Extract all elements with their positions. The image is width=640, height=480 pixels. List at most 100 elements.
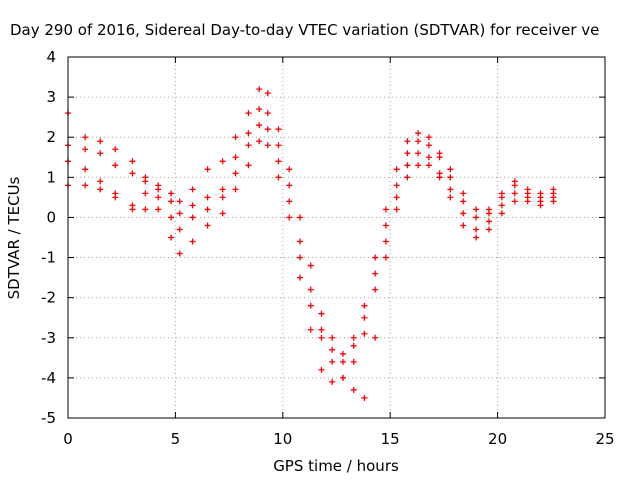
data-point — [232, 154, 239, 161]
data-point — [275, 158, 282, 165]
data-point — [350, 342, 357, 349]
data-point — [245, 110, 252, 117]
x-tick-label: 0 — [63, 430, 73, 448]
y-tick-label: 0 — [46, 208, 56, 226]
y-axis-title: SDTVAR / TECUs — [5, 176, 23, 299]
data-point — [97, 186, 104, 193]
x-tick-label: 25 — [595, 430, 614, 448]
data-point — [176, 210, 183, 217]
data-point — [264, 142, 271, 149]
data-point — [350, 358, 357, 365]
data-point — [142, 206, 149, 213]
data-point — [329, 346, 336, 353]
data-point — [498, 202, 505, 209]
data-point — [275, 142, 282, 149]
data-point — [275, 174, 282, 181]
data-point — [155, 194, 162, 201]
data-point — [286, 214, 293, 221]
data-point — [82, 134, 89, 141]
data-point — [296, 254, 303, 261]
data-point — [524, 198, 531, 205]
data-point — [307, 302, 314, 309]
data-point — [393, 182, 400, 189]
data-point — [382, 222, 389, 229]
y-tick-label: -2 — [41, 289, 56, 307]
data-point — [393, 194, 400, 201]
data-point — [382, 238, 389, 245]
data-point — [382, 254, 389, 261]
data-point — [393, 206, 400, 213]
data-point — [142, 178, 149, 185]
data-point — [436, 174, 443, 181]
data-point — [307, 262, 314, 269]
data-point — [176, 198, 183, 205]
data-point — [189, 186, 196, 193]
data-point — [436, 154, 443, 161]
grid-lines — [68, 57, 605, 418]
data-point — [204, 206, 211, 213]
data-point — [339, 374, 346, 381]
data-point — [425, 134, 432, 141]
data-point — [155, 206, 162, 213]
data-point — [473, 234, 480, 241]
y-tick-label: 2 — [46, 128, 56, 146]
data-point — [511, 190, 518, 197]
data-point — [404, 174, 411, 181]
data-point — [129, 206, 136, 213]
plot-frame — [67, 56, 606, 419]
data-point — [219, 194, 226, 201]
data-points — [65, 86, 557, 401]
data-point — [286, 182, 293, 189]
data-point — [176, 226, 183, 233]
data-point — [460, 198, 467, 205]
data-point — [82, 182, 89, 189]
data-point — [204, 166, 211, 173]
data-point — [447, 194, 454, 201]
data-point — [97, 138, 104, 145]
data-point — [129, 158, 136, 165]
data-point — [318, 334, 325, 341]
data-point — [318, 310, 325, 317]
data-point — [307, 286, 314, 293]
data-point — [307, 326, 314, 333]
y-tick-label: -3 — [41, 329, 56, 347]
data-point — [415, 150, 422, 157]
data-point — [498, 210, 505, 217]
data-point — [361, 314, 368, 321]
data-point — [329, 378, 336, 385]
data-point — [168, 190, 175, 197]
data-point — [339, 350, 346, 357]
y-tick-label: -5 — [41, 409, 56, 427]
data-point — [404, 162, 411, 169]
data-point — [112, 162, 119, 169]
data-point — [382, 206, 389, 213]
data-point — [361, 330, 368, 337]
series-3 — [65, 122, 557, 381]
data-point — [286, 166, 293, 173]
data-point — [82, 166, 89, 173]
data-point — [339, 358, 346, 365]
data-point — [447, 174, 454, 181]
data-point — [498, 190, 505, 197]
data-point — [232, 186, 239, 193]
data-point — [189, 214, 196, 221]
data-point — [296, 214, 303, 221]
data-point — [176, 250, 183, 257]
data-point — [460, 210, 467, 217]
data-point — [296, 238, 303, 245]
data-point — [425, 162, 432, 169]
data-point — [473, 214, 480, 221]
data-point — [142, 190, 149, 197]
data-point — [447, 166, 454, 173]
data-point — [404, 150, 411, 157]
data-point — [256, 122, 263, 129]
series-4 — [65, 138, 557, 401]
data-point — [264, 110, 271, 117]
data-point — [219, 158, 226, 165]
data-point — [511, 198, 518, 205]
data-point — [415, 130, 422, 137]
y-tick-label: -1 — [41, 249, 56, 267]
data-point — [275, 126, 282, 133]
chart-title: Day 290 of 2016, Sidereal Day-to-day VTE… — [10, 21, 599, 39]
